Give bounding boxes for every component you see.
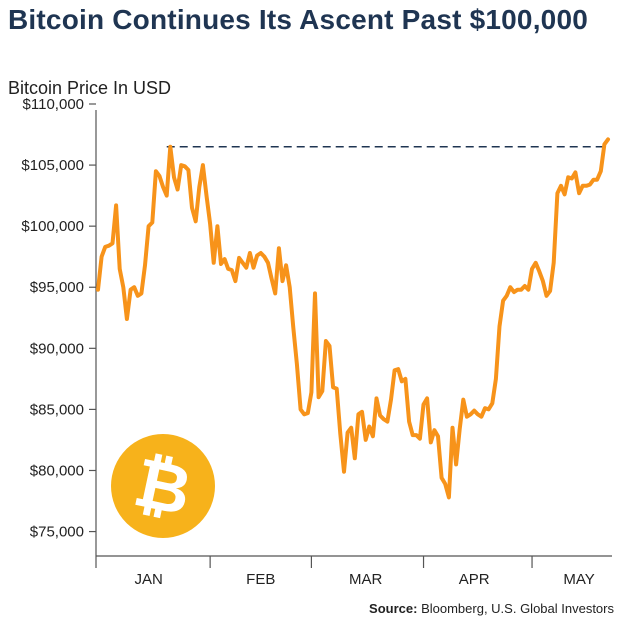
- chart-subtitle: Bitcoin Price In USD: [8, 78, 172, 98]
- x-tick-label: MAY: [563, 571, 594, 588]
- source-note: Source: Bloomberg, U.S. Global Investors: [369, 601, 614, 616]
- x-tick-label: MAR: [349, 571, 383, 588]
- x-tick-label: APR: [459, 571, 490, 588]
- source-text: Bloomberg, U.S. Global Investors: [421, 601, 614, 616]
- y-tick-label: $110,000: [23, 96, 84, 113]
- y-tick-label: $90,000: [30, 340, 84, 357]
- x-tick-label: FEB: [246, 571, 275, 588]
- y-tick-label: $75,000: [30, 524, 84, 541]
- y-tick-label: $85,000: [30, 401, 84, 418]
- price-line: [96, 137, 610, 500]
- bitcoin-logo: ₿: [111, 434, 215, 538]
- y-tick-label: $95,000: [30, 279, 84, 296]
- x-axis: JAN FEB MAR APR MAY: [95, 555, 612, 588]
- source-label: Source:: [369, 601, 418, 616]
- y-tick-label: $100,000: [21, 218, 84, 235]
- chart-title: Bitcoin Continues Its Ascent Past $100,0…: [8, 4, 588, 35]
- y-tick-label: $80,000: [30, 462, 84, 479]
- y-axis: $75,000 $80,000 $85,000 $90,000 $95,000 $100,…: [21, 96, 97, 556]
- price-series: [96, 137, 610, 500]
- y-tick-label: $105,000: [21, 157, 84, 174]
- x-tick-label: JAN: [134, 571, 162, 588]
- bitcoin-icon: [111, 434, 215, 538]
